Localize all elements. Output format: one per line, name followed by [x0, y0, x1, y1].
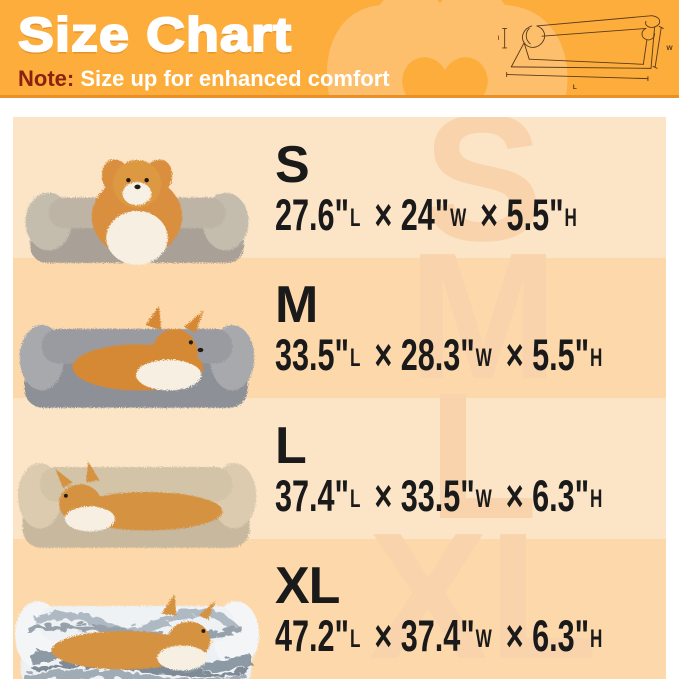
svg-text:W: W [666, 45, 673, 52]
svg-text:L: L [573, 84, 577, 91]
svg-text:H: H [498, 35, 499, 42]
